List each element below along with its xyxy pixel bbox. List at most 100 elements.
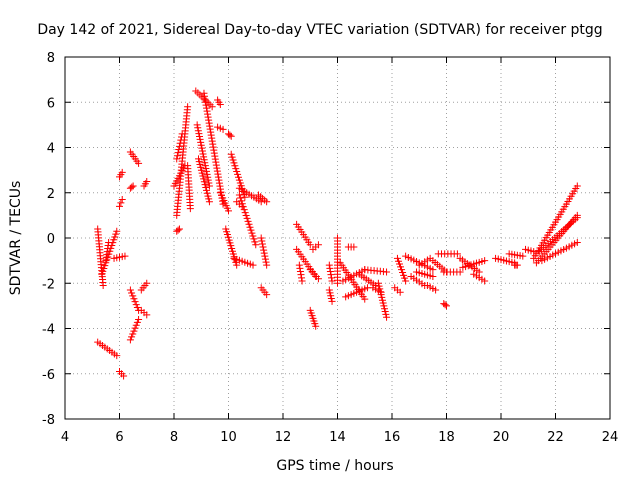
data-point [250, 235, 258, 243]
data-point [259, 243, 267, 251]
data-point [98, 270, 106, 278]
data-point [200, 175, 208, 183]
data-point [130, 327, 138, 335]
data-point [249, 232, 257, 240]
data-point [236, 179, 244, 187]
data-point [99, 282, 107, 290]
data-point [207, 131, 215, 139]
data-point [131, 324, 139, 332]
data-point [208, 134, 216, 142]
data-point [176, 139, 184, 147]
data-point [196, 161, 204, 169]
data-point [201, 181, 209, 189]
data-point [204, 110, 212, 118]
data-point [245, 220, 253, 228]
data-point [213, 164, 221, 172]
data-point [205, 198, 213, 206]
data-point [298, 277, 306, 285]
y-tick-label: 4 [47, 142, 55, 157]
data-point [203, 104, 211, 112]
data-point [396, 288, 404, 296]
data-point [208, 137, 216, 145]
x-tick-label: 14 [329, 430, 346, 445]
data-point [206, 122, 214, 130]
y-axis-label: SDTVAR / TECUs [8, 181, 24, 296]
x-tick-label: 20 [493, 430, 510, 445]
data-point [203, 167, 211, 175]
data-point [312, 322, 320, 330]
data-point [113, 352, 121, 360]
data-point [212, 161, 220, 169]
y-tick-label: -4 [42, 323, 55, 338]
y-tick-label: -8 [42, 413, 55, 428]
data-point [120, 372, 128, 380]
data-point [198, 144, 206, 152]
data-point [143, 177, 151, 185]
data-point [217, 188, 225, 196]
data-point [429, 266, 437, 274]
data-point [128, 183, 136, 191]
data-point [201, 159, 209, 167]
data-point [327, 271, 335, 279]
data-point [184, 103, 192, 111]
data-point [205, 182, 213, 190]
plot-frame [64, 56, 611, 420]
data-point [328, 297, 336, 305]
data-point [241, 209, 249, 217]
data-point [297, 271, 305, 279]
data-point [206, 125, 214, 133]
data-point [201, 162, 209, 170]
data-point [204, 113, 212, 121]
y-tick-label: -6 [42, 368, 55, 383]
data-point [126, 336, 134, 344]
data-point [227, 132, 235, 140]
data-point [133, 318, 141, 326]
data-point [228, 153, 236, 161]
data-point [196, 135, 204, 143]
data-point [260, 249, 268, 257]
data-point [200, 92, 208, 100]
data-point [573, 214, 581, 222]
data-point [174, 149, 182, 157]
y-tick-label: 6 [47, 96, 55, 111]
data-point [233, 167, 241, 175]
data-point [213, 167, 221, 175]
data-point [263, 198, 271, 206]
data-point [314, 275, 322, 283]
data-point [236, 194, 244, 202]
data-point [377, 288, 385, 296]
data-point [231, 162, 239, 170]
data-point [198, 147, 206, 155]
data-point [113, 227, 121, 235]
data-point [195, 155, 203, 163]
data-point [573, 182, 581, 190]
data-point [174, 226, 182, 234]
data-point [197, 163, 205, 171]
data-point [133, 303, 141, 311]
data-point [350, 243, 358, 251]
data-point [383, 268, 391, 276]
data-point [205, 179, 213, 187]
data-point [402, 277, 410, 285]
data-point [296, 264, 304, 272]
data-point [244, 217, 252, 225]
data-point [432, 286, 440, 294]
data-point [200, 178, 208, 186]
data-point [177, 136, 185, 144]
data-point [203, 186, 211, 194]
data-point [135, 315, 143, 323]
data-point [241, 193, 249, 201]
data-point [214, 173, 222, 181]
data-point [207, 128, 215, 136]
data-point [263, 261, 271, 269]
data-point [252, 241, 260, 249]
data-point [99, 267, 107, 275]
data-point [326, 267, 334, 275]
data-point [261, 252, 269, 260]
data-point [200, 89, 208, 97]
y-tick-label: 0 [47, 232, 55, 247]
data-point [173, 155, 181, 163]
data-point [210, 149, 218, 157]
data-point [216, 182, 224, 190]
data-point [135, 159, 143, 167]
